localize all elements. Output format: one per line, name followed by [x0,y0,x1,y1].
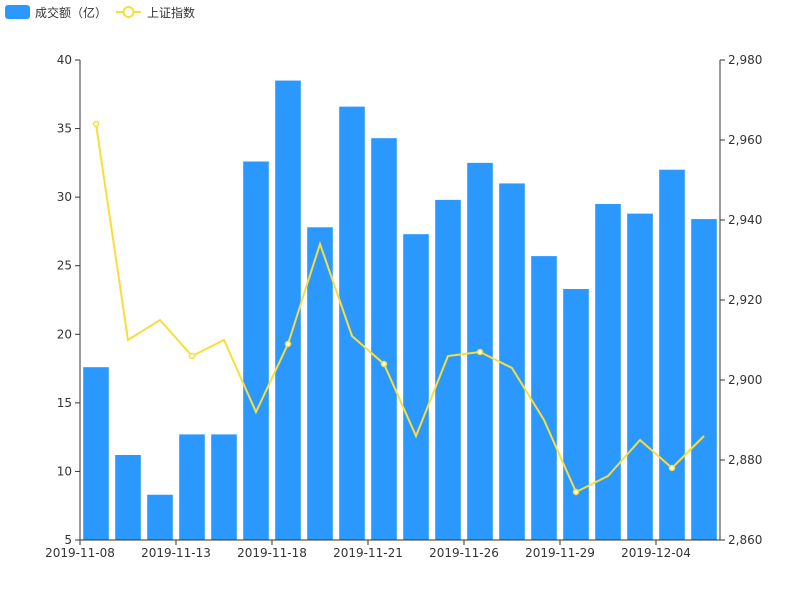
y-left-tick-label: 30 [57,190,72,204]
bar[interactable] [179,434,205,540]
y-right-tick-label: 2,960 [728,133,762,147]
x-tick-label: 2019-11-18 [237,546,307,560]
y-left-tick-label: 15 [57,396,72,410]
x-tick-label: 2019-11-21 [333,546,403,560]
y-right-tick-label: 2,920 [728,293,762,307]
axes-layer: 5 10 15 20 25 30 35 40 2,860 2,880 2,900 2,920 2,940… [45,53,762,560]
bar[interactable] [115,454,141,540]
bar[interactable] [499,183,525,540]
x-tick-label: 2019-11-26 [429,546,499,560]
y-left-tick-label: 5 [64,533,72,547]
bar[interactable] [243,161,269,541]
bar[interactable] [83,367,109,540]
y-left-tick-label: 35 [57,122,72,136]
index-point[interactable] [188,352,196,360]
legend-line-marker [122,6,135,18]
bar[interactable] [563,289,589,540]
bar[interactable] [435,199,461,540]
bar[interactable] [211,434,237,540]
bar[interactable] [403,234,429,541]
index-point[interactable] [668,464,676,472]
legend-bar-label: 成交额（亿） [35,5,107,20]
line-layer [92,120,705,496]
bar[interactable] [595,204,621,540]
y-right-tick-label: 2,860 [728,533,762,547]
y-left-tick-label: 25 [57,259,72,273]
y-right-tick-label: 2,980 [728,53,762,67]
x-tick-label: 2019-11-08 [45,546,115,560]
y-right-tick-label: 2,940 [728,213,762,227]
legend-bar-swatch [5,5,30,19]
y-right-tick-label: 2,900 [728,373,762,387]
bar[interactable] [531,256,557,540]
y-left-tick-label: 40 [57,53,72,67]
x-tick-label: 2019-11-13 [141,546,211,560]
index-point[interactable] [284,340,292,348]
x-tick-label: 2019-12-04 [621,546,691,560]
y-left-tick-label: 20 [57,327,72,341]
index-point[interactable] [380,360,388,368]
bar[interactable] [691,219,717,540]
bar[interactable] [339,106,365,540]
legend[interactable]: 成交额（亿） 上证指数 [5,5,195,20]
y-right-tick-label: 2,880 [728,453,762,467]
index-line[interactable] [95,123,705,494]
index-point[interactable] [92,120,100,128]
legend-item-volume[interactable]: 成交额（亿） [5,5,107,20]
bar[interactable] [659,169,685,540]
legend-line-label: 上证指数 [147,5,195,20]
bar[interactable] [307,227,333,540]
x-tick-label: 2019-11-29 [525,546,595,560]
index-point[interactable] [476,348,484,356]
bar[interactable] [275,80,301,540]
bars-layer [83,80,717,541]
index-point[interactable] [572,488,580,496]
bar[interactable] [371,138,397,541]
bar[interactable] [147,494,173,540]
legend-item-index[interactable]: 上证指数 [116,5,195,20]
y-left-tick-label: 10 [57,464,72,478]
bar[interactable] [627,213,653,540]
